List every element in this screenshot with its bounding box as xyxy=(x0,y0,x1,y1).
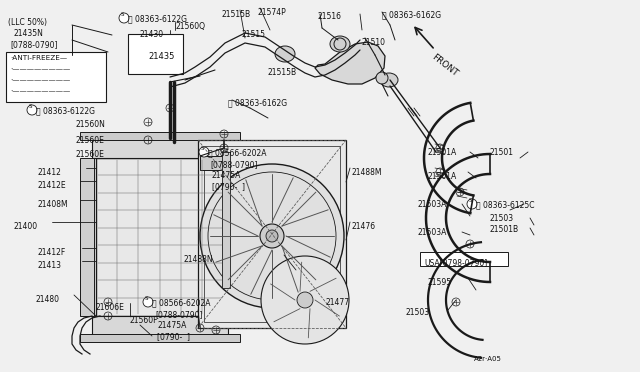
Text: Ⓢ 08363-6122G: Ⓢ 08363-6122G xyxy=(128,14,187,23)
Text: 21503: 21503 xyxy=(406,308,430,317)
Text: Ⓢ 08566-6202A: Ⓢ 08566-6202A xyxy=(152,298,211,307)
Text: USA[0798-0790]: USA[0798-0790] xyxy=(424,258,487,267)
Text: S: S xyxy=(28,105,32,109)
Text: ·————————: ·———————— xyxy=(10,77,70,83)
Text: Ⓢ 08363-6122G: Ⓢ 08363-6122G xyxy=(36,106,95,115)
Text: Ⓢ 08363-6162G: Ⓢ 08363-6162G xyxy=(382,10,441,19)
Text: 21574P: 21574P xyxy=(258,8,287,17)
Circle shape xyxy=(119,13,129,23)
Circle shape xyxy=(261,256,349,344)
Text: 21488M: 21488M xyxy=(352,168,383,177)
Text: 21501: 21501 xyxy=(490,148,514,157)
Text: 21488N: 21488N xyxy=(184,255,214,264)
Text: 21412: 21412 xyxy=(38,168,62,177)
Bar xyxy=(128,34,183,74)
Text: [0788-0790]: [0788-0790] xyxy=(210,160,257,169)
Text: S: S xyxy=(200,147,204,151)
Text: 21560E: 21560E xyxy=(75,150,104,159)
Text: Ⓢ 08566-6202A: Ⓢ 08566-6202A xyxy=(208,148,266,157)
Bar xyxy=(80,132,240,140)
Text: 21560Q: 21560Q xyxy=(175,22,205,31)
Text: 21408M: 21408M xyxy=(38,200,68,209)
Text: 21515B: 21515B xyxy=(222,10,251,19)
Text: A2r·A05: A2r·A05 xyxy=(474,356,502,362)
Bar xyxy=(80,334,240,342)
Text: [0788-0790]: [0788-0790] xyxy=(155,310,202,319)
Circle shape xyxy=(297,292,313,308)
Text: 21412E: 21412E xyxy=(38,181,67,190)
Circle shape xyxy=(376,72,388,84)
Text: 21430: 21430 xyxy=(140,30,164,39)
Circle shape xyxy=(260,224,284,248)
Bar xyxy=(96,158,224,316)
Text: 21516: 21516 xyxy=(318,12,342,21)
Text: (LLC 50%): (LLC 50%) xyxy=(8,18,47,27)
Text: ·————————: ·———————— xyxy=(10,66,70,72)
Text: FRONT: FRONT xyxy=(429,52,459,78)
Bar xyxy=(222,152,230,288)
Bar xyxy=(92,138,228,158)
Text: 21477: 21477 xyxy=(326,298,350,307)
Circle shape xyxy=(199,147,209,157)
Bar xyxy=(80,158,94,316)
Text: 21475A: 21475A xyxy=(212,171,241,180)
Bar xyxy=(92,316,228,336)
Text: 21475A: 21475A xyxy=(157,321,186,330)
Bar xyxy=(198,140,346,328)
Text: 21515B: 21515B xyxy=(268,68,297,77)
Text: 21560F: 21560F xyxy=(130,316,159,325)
Text: [0790-  ]: [0790- ] xyxy=(157,332,190,341)
Text: [0788-0790]: [0788-0790] xyxy=(10,40,58,49)
Circle shape xyxy=(467,199,477,209)
Text: 21413: 21413 xyxy=(38,261,62,270)
Text: 21412F: 21412F xyxy=(38,248,67,257)
Text: 21503A: 21503A xyxy=(418,228,447,237)
Bar xyxy=(200,156,226,170)
Ellipse shape xyxy=(275,46,295,62)
Bar xyxy=(204,146,340,322)
Text: 21515: 21515 xyxy=(242,30,266,39)
Text: 21560E: 21560E xyxy=(75,136,104,145)
Text: 21480: 21480 xyxy=(36,295,60,304)
Text: 21400: 21400 xyxy=(14,222,38,231)
Text: 21476: 21476 xyxy=(352,222,376,231)
Text: 21501A: 21501A xyxy=(428,148,457,157)
Text: ·ANTI-FREEZE—: ·ANTI-FREEZE— xyxy=(10,55,67,61)
Text: 21510: 21510 xyxy=(362,38,386,47)
Text: 21595: 21595 xyxy=(428,278,452,287)
Text: 21503: 21503 xyxy=(490,214,514,223)
Text: S: S xyxy=(468,199,472,203)
Bar xyxy=(6,52,106,102)
Text: 21435N: 21435N xyxy=(14,29,44,38)
Bar xyxy=(420,252,508,266)
Circle shape xyxy=(334,38,346,50)
Text: 21435: 21435 xyxy=(148,52,174,61)
Text: ·————————: ·———————— xyxy=(10,88,70,94)
Circle shape xyxy=(143,297,153,307)
Ellipse shape xyxy=(380,73,398,87)
Text: Ⓢ 08363-6125C: Ⓢ 08363-6125C xyxy=(476,200,534,209)
Text: [0790-  ]: [0790- ] xyxy=(212,182,245,191)
Bar xyxy=(226,158,240,316)
Text: S: S xyxy=(120,13,124,17)
Text: 21501B: 21501B xyxy=(490,225,519,234)
Text: Ⓢ 08363-6162G: Ⓢ 08363-6162G xyxy=(228,98,287,107)
Text: 21606E: 21606E xyxy=(95,303,124,312)
Text: 21501A: 21501A xyxy=(428,172,457,181)
Circle shape xyxy=(27,105,37,115)
Ellipse shape xyxy=(330,36,350,52)
Text: S: S xyxy=(144,296,148,301)
Polygon shape xyxy=(315,42,385,84)
Text: 21560N: 21560N xyxy=(75,120,105,129)
Circle shape xyxy=(266,230,278,242)
Text: 21503A: 21503A xyxy=(418,200,447,209)
Circle shape xyxy=(200,164,344,308)
